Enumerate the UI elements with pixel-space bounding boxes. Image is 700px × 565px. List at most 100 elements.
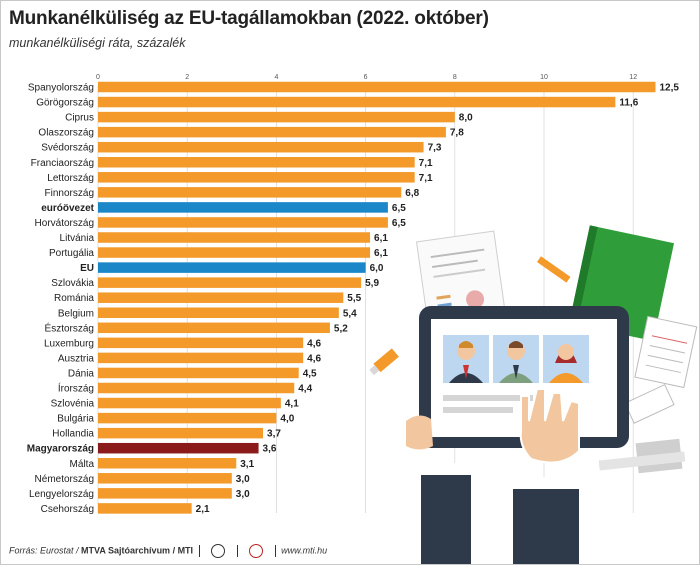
bar [98, 337, 304, 349]
category-label: Olaszország [38, 128, 94, 139]
bar [98, 382, 295, 394]
bar-chart: 0 2 4 6 8 10 12 Spanyolország 12,5 Görögország 11,… [27, 74, 680, 515]
value-label: 3,0 [236, 474, 250, 485]
footer: Forrás: Eurostat / MTVA Sajtóarchívum / … [9, 544, 327, 558]
bar [98, 187, 402, 198]
chart-subtitle: munkanélküliségi ráta, százalék [9, 36, 186, 50]
value-label: 6,1 [374, 248, 388, 259]
category-label: Svédország [41, 143, 94, 154]
category-label: Ciprus [65, 113, 94, 124]
bar [98, 412, 277, 424]
category-label: Portugália [49, 248, 94, 259]
bar [98, 367, 299, 379]
value-label: 4,0 [280, 414, 294, 425]
value-label: 3,0 [236, 489, 250, 500]
value-label: 4,1 [285, 399, 299, 410]
category-label: Franciaország [31, 158, 94, 169]
category-label: Finnország [45, 188, 94, 199]
category-label: Szlovénia [51, 399, 95, 410]
bar [98, 126, 446, 138]
value-label: 6,5 [392, 203, 406, 214]
avatar-man-icon [443, 335, 489, 383]
category-label: Bulgária [57, 414, 94, 425]
value-label: 4,6 [307, 353, 321, 364]
category-label: Görögország [36, 98, 94, 109]
pencil-icon [536, 256, 571, 283]
notepad-icon [634, 315, 698, 389]
category-label: Szlovákia [51, 278, 94, 289]
avatar-woman-icon [543, 335, 589, 383]
value-label: 3,7 [267, 429, 281, 440]
category-label: Litvánia [60, 233, 95, 244]
value-label: 3,6 [263, 444, 277, 455]
category-label: Málta [70, 459, 95, 470]
bar [98, 307, 339, 318]
value-label: 6,0 [370, 263, 384, 274]
x-tick-label: 0 [96, 74, 100, 81]
bar [98, 488, 232, 499]
category-label: Románia [54, 293, 94, 304]
bar [98, 292, 344, 303]
bar [98, 247, 371, 258]
category-label: EU [80, 263, 94, 274]
bar [98, 277, 362, 288]
bar [98, 96, 616, 108]
bar [98, 442, 259, 454]
right-hand-icon [513, 388, 580, 564]
site-link[interactable]: www.mti.hu [281, 545, 328, 556]
archive-text: MTVA Sajtóarchívum / MTI [81, 545, 194, 556]
usb-stick-icon [369, 348, 399, 376]
separator [198, 545, 200, 557]
value-label: 11,6 [619, 98, 638, 109]
value-label: 4,6 [307, 338, 321, 349]
bar [98, 262, 366, 273]
category-label: Spanyolország [28, 83, 94, 94]
avatar-man2-icon [493, 335, 539, 383]
x-tick-label: 8 [453, 74, 457, 81]
value-label: 4,5 [303, 368, 317, 379]
bar [98, 202, 388, 213]
bar [98, 352, 304, 364]
mtva-logo-icon [211, 544, 226, 558]
category-label: Hollandia [52, 429, 94, 440]
x-tick-label: 2 [185, 74, 189, 81]
value-label: 8,0 [459, 113, 473, 124]
x-tick-label: 6 [364, 74, 368, 81]
value-label: 6,5 [392, 218, 406, 229]
category-label: Írország [58, 382, 94, 395]
bar [98, 217, 388, 228]
value-label: 7,3 [428, 143, 442, 154]
bar [98, 81, 656, 93]
bar [98, 172, 415, 183]
value-label: 5,2 [334, 323, 348, 334]
separator [274, 545, 276, 557]
bar [98, 427, 264, 439]
category-label: Csehország [41, 504, 94, 515]
value-label: 5,5 [347, 293, 361, 304]
mti-logo-icon [249, 544, 264, 558]
value-label: 7,1 [419, 158, 433, 169]
bar [98, 322, 330, 334]
category-label: Lengyelország [29, 489, 94, 500]
bar [98, 232, 371, 243]
left-hand-icon [406, 415, 471, 564]
value-label: 7,8 [450, 128, 464, 139]
chart-title: Munkanélküliség az EU-tagállamokban (202… [9, 8, 489, 29]
source-text: Forrás: Eurostat / [9, 545, 79, 556]
value-label: 6,1 [374, 233, 388, 244]
value-label: 6,8 [405, 188, 419, 199]
bar [98, 458, 237, 469]
value-label: 4,4 [298, 384, 312, 395]
value-label: 3,1 [240, 459, 254, 470]
category-label: Észtország [45, 321, 94, 334]
x-tick-label: 10 [540, 74, 548, 81]
category-label: Belgium [58, 308, 94, 319]
category-label: Lettország [47, 173, 94, 184]
value-label: 5,9 [365, 278, 379, 289]
bar [98, 111, 455, 123]
bar [98, 397, 281, 409]
category-label: Ausztria [58, 353, 95, 364]
value-label: 7,1 [419, 173, 433, 184]
